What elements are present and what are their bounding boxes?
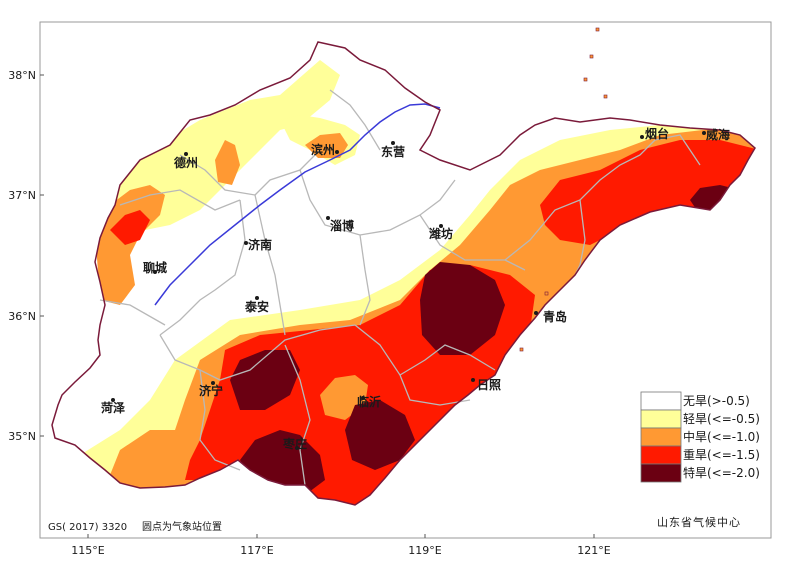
station-zibo	[326, 216, 330, 220]
extreme-drought-area-2	[230, 350, 300, 410]
city-label-zaozhuang: 枣庄	[282, 436, 307, 451]
islands	[519, 27, 608, 352]
station-liaocheng	[153, 270, 157, 274]
station-dezhou	[184, 152, 188, 156]
province-outline	[51, 41, 756, 506]
city-label-linyi: 临沂	[357, 394, 381, 409]
city-label-qingdao: 青岛	[543, 309, 567, 324]
city-label-yantai: 烟台	[645, 126, 669, 141]
station-yantai	[640, 135, 644, 139]
station-points	[111, 131, 706, 450]
legend-label-moderate: 中旱(<=-1.0)	[683, 429, 760, 444]
map-approval-number: GS( 2017) 3320	[48, 522, 127, 533]
city-label-heze: 菏泽	[101, 400, 125, 415]
lat-tick-37: 37°N	[8, 189, 36, 202]
legend-swatch-light	[640, 409, 682, 429]
legend-label-none: 无旱(>-0.5)	[683, 394, 750, 408]
yellow-river	[154, 103, 441, 306]
city-label-binzhou: 滨州	[311, 142, 335, 157]
station-weihai	[702, 131, 706, 135]
city-label-taian: 泰安	[244, 299, 269, 314]
legend-label-severe: 重旱(<=-1.5)	[683, 448, 760, 462]
longitude-axis: 115°E 117°E 119°E 121°E	[71, 534, 611, 557]
station-zaozhuang	[295, 446, 299, 450]
city-labels: 德州 滨州 东营 烟台 威海 济南 淄博 潍坊 聊城 泰安 青岛 济宁 菏泽 日…	[101, 126, 730, 451]
legend-swatch-none	[640, 391, 682, 411]
lat-tick-36: 36°N	[8, 310, 36, 323]
extreme-drought-area	[420, 262, 505, 355]
city-boundaries	[99, 89, 701, 486]
extreme-drought-area-4	[345, 400, 415, 470]
legend-swatch-moderate	[640, 427, 682, 447]
station-note: 圆点为气象站位置	[142, 520, 222, 533]
city-label-weifang: 潍坊	[428, 226, 453, 241]
station-linyi	[361, 396, 365, 400]
station-rizhao	[471, 378, 475, 382]
station-taian	[255, 296, 259, 300]
lon-tick-115: 115°E	[71, 544, 104, 557]
severe-drought-area-3	[110, 210, 150, 245]
severe-drought-area-2	[540, 140, 755, 245]
station-weifang	[439, 224, 443, 228]
station-heze	[111, 398, 115, 402]
legend-label-light: 轻旱(<=-0.5)	[683, 412, 760, 426]
city-label-jinan: 济南	[248, 237, 272, 252]
city-label-jining: 济宁	[199, 383, 223, 398]
station-jining	[211, 381, 215, 385]
legend-swatch-extreme	[640, 463, 682, 483]
lon-tick-119: 119°E	[408, 544, 441, 557]
city-label-zibo: 淄博	[330, 218, 354, 233]
station-qingdao	[534, 311, 538, 315]
city-label-rizhao: 日照	[477, 377, 501, 392]
moderate-drought-area	[95, 185, 165, 305]
city-label-liaocheng: 聊城	[143, 260, 167, 275]
station-dongying	[391, 141, 395, 145]
legend: 无旱(>-0.5) 轻旱(<=-0.5) 中旱(<=-1.0) 重旱(<=-1.…	[640, 391, 760, 483]
lat-tick-38: 38°N	[8, 69, 36, 82]
producer-credit: 山东省气候中心	[657, 515, 741, 529]
latitude-axis: 38°N 37°N 36°N 35°N	[8, 69, 44, 443]
station-jinan	[244, 241, 248, 245]
lon-tick-121: 121°E	[577, 544, 610, 557]
city-label-dezhou: 德州	[174, 155, 198, 170]
city-label-weihai: 威海	[706, 127, 730, 142]
city-label-dongying: 东营	[381, 144, 405, 159]
legend-label-extreme: 特旱(<=-2.0)	[683, 465, 760, 480]
lat-tick-35: 35°N	[8, 430, 36, 443]
station-binzhou	[335, 150, 339, 154]
moderate-drought-area-2	[215, 140, 240, 185]
legend-swatch-severe	[640, 445, 682, 465]
lon-tick-117: 117°E	[240, 544, 273, 557]
